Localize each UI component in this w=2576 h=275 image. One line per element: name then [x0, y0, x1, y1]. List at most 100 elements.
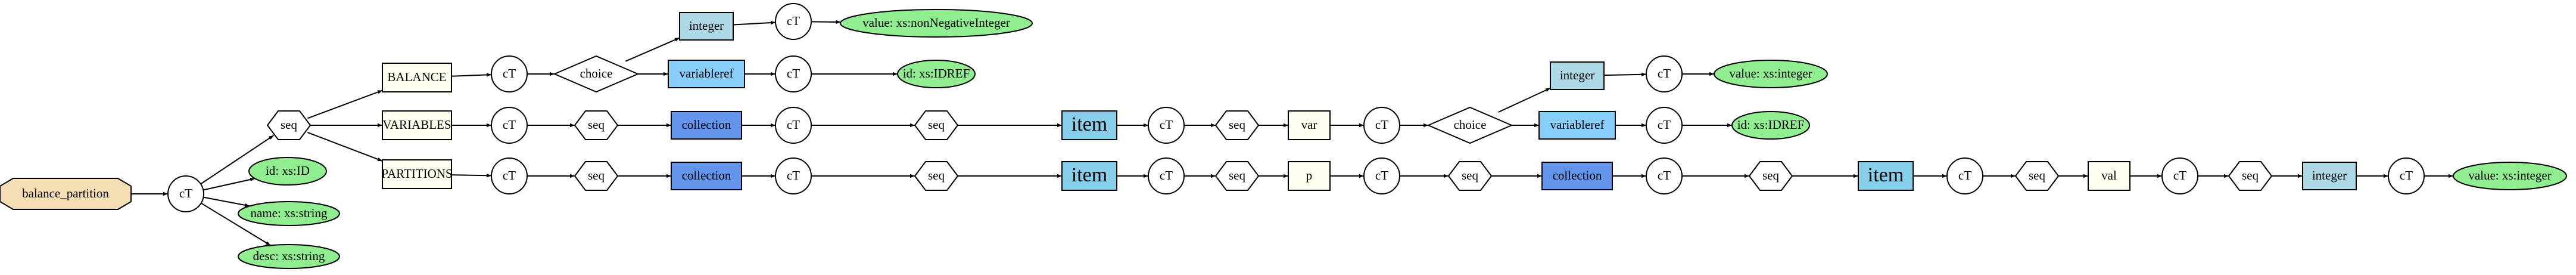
node-ellipse [1731, 111, 1810, 140]
node-label: id: xs:IDREF [1737, 118, 1805, 132]
node-label: choice [1454, 118, 1487, 132]
node-hexagon [1748, 161, 1793, 191]
node-circle [2161, 157, 2198, 194]
node-label: seq [1462, 168, 1478, 183]
node-label: cT [1375, 118, 1388, 132]
node-label: val [2101, 168, 2117, 183]
node-label: seq [2029, 168, 2045, 183]
node-box [1550, 61, 1605, 90]
node-circle [775, 3, 812, 40]
node-circle [1646, 157, 1683, 194]
node-circle [1646, 55, 1683, 92]
node-label: item [1868, 164, 1904, 186]
node-circle [775, 107, 812, 144]
node-label: cT [179, 186, 192, 200]
node-hexagon [914, 161, 959, 191]
node-circle [491, 107, 528, 144]
node-box [671, 162, 742, 190]
edge [733, 20, 776, 26]
edge [811, 20, 841, 24]
node-hexagon [1447, 161, 1493, 191]
node-circle [1946, 157, 1983, 194]
node-label: p [1306, 168, 1313, 183]
node-label: value: xs:integer [2468, 168, 2551, 183]
edge [625, 37, 680, 62]
node-label: seq [1762, 168, 1779, 183]
node-label: value: xs:nonNegativeInteger [862, 16, 1010, 30]
node-box [1288, 161, 1331, 191]
node-circle [775, 55, 812, 92]
node-label: id: xs:IDREF [903, 66, 970, 81]
edge [1498, 87, 1551, 113]
node-ellipse [840, 9, 1033, 38]
node-label: choice [580, 66, 613, 81]
node-circle [1363, 107, 1400, 144]
node-hexagon [2228, 161, 2273, 191]
node-label: seq [928, 118, 945, 132]
node-label: seq [928, 168, 945, 183]
node-box [668, 60, 745, 88]
node-label: VARIABLES [382, 118, 451, 132]
node-label: cT [787, 14, 800, 28]
node-diamond [553, 55, 640, 93]
edge [201, 202, 271, 246]
node-label: cT [1375, 168, 1388, 183]
node-label: cT [503, 168, 516, 183]
node-label: seq [2242, 168, 2259, 183]
node-circle [2388, 157, 2425, 194]
node-label: cT [1658, 118, 1671, 132]
node-label: cT [1958, 168, 1971, 183]
node-box [671, 111, 742, 140]
node-box [679, 12, 734, 41]
node-label: id: xs:ID [266, 163, 310, 178]
node-label: balance_partition [22, 186, 109, 200]
node-label: variableref [680, 66, 734, 81]
edge [307, 131, 383, 162]
node-hexagon [914, 110, 959, 140]
node-box [1858, 161, 1914, 191]
node-label: seq [588, 168, 605, 183]
node-box [1541, 162, 1613, 190]
node-hexagon [574, 110, 619, 140]
node-label: name: xs:string [251, 206, 328, 220]
node-label: cT [503, 118, 516, 132]
node-circle [491, 55, 528, 92]
node-circle [167, 175, 204, 212]
node-hexagon [1214, 161, 1260, 191]
node-label: cT [787, 168, 800, 183]
node-label: variableref [1550, 118, 1605, 132]
edge [203, 177, 256, 191]
node-box [382, 159, 452, 189]
node-label: item [1071, 113, 1107, 135]
node-label: cT [787, 66, 800, 81]
node-label: value: xs:integer [1729, 66, 1812, 81]
node-hexagon [266, 110, 312, 140]
edge [200, 135, 275, 185]
node-box [382, 110, 452, 140]
node-ellipse [2453, 162, 2567, 190]
node-box [2088, 161, 2130, 191]
node-label: item [1071, 164, 1107, 186]
edge [203, 196, 250, 208]
node-circle [1363, 157, 1400, 194]
node-label: cT [1658, 168, 1671, 183]
node-label: seq [588, 118, 605, 132]
node-box [1538, 111, 1616, 140]
node-label: cT [1658, 66, 1671, 81]
node-ellipse [897, 60, 976, 88]
edge [307, 89, 383, 119]
node-ellipse [248, 157, 327, 186]
node-ellipse [1714, 60, 1828, 88]
node-label: seq [1229, 118, 1245, 132]
node-hexagon [2014, 161, 2060, 191]
node-label: var [1301, 118, 1317, 132]
node-label: cT [1160, 118, 1173, 132]
node-box [382, 63, 452, 92]
node-box [1288, 110, 1331, 140]
node-diamond [1426, 106, 1513, 144]
node-circle [775, 157, 812, 194]
node-label: BALANCE [387, 70, 446, 84]
node-label: integer [2312, 168, 2347, 183]
node-label: seq [281, 118, 297, 132]
node-ellipse [238, 244, 340, 269]
